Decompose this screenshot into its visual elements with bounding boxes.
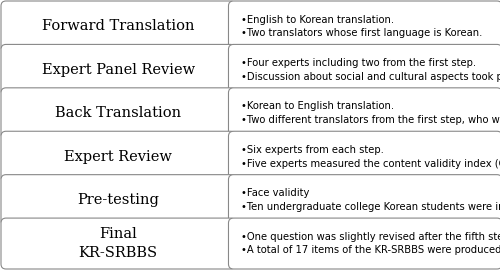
Text: •English to Korean translation.: •English to Korean translation. <box>242 15 394 25</box>
FancyBboxPatch shape <box>1 218 236 269</box>
Text: Final
KR-SRBBS: Final KR-SRBBS <box>78 227 158 260</box>
FancyBboxPatch shape <box>228 88 500 139</box>
FancyBboxPatch shape <box>1 175 236 225</box>
FancyBboxPatch shape <box>228 175 500 225</box>
FancyBboxPatch shape <box>1 45 236 95</box>
Text: •Face validity: •Face validity <box>242 188 310 198</box>
Text: •Five experts measured the content validity index (CVI), excluding the first aut: •Five experts measured the content valid… <box>242 159 500 169</box>
Text: Forward Translation: Forward Translation <box>42 19 194 33</box>
Text: •Korean to English translation.: •Korean to English translation. <box>242 101 394 111</box>
Text: Pre-testing: Pre-testing <box>78 193 159 207</box>
FancyBboxPatch shape <box>1 1 236 52</box>
FancyBboxPatch shape <box>1 88 236 139</box>
FancyBboxPatch shape <box>1 131 236 182</box>
Text: •Four experts including two from the first step.: •Four experts including two from the fir… <box>242 58 476 68</box>
FancyBboxPatch shape <box>228 1 500 52</box>
FancyBboxPatch shape <box>228 45 500 95</box>
Text: •Ten undergraduate college Korean students were involved.: •Ten undergraduate college Korean studen… <box>242 202 500 212</box>
FancyBboxPatch shape <box>228 218 500 269</box>
Text: Expert Review: Expert Review <box>64 150 172 164</box>
Text: •Two different translators from the first step, who were fluent in English.: •Two different translators from the firs… <box>242 115 500 125</box>
Text: •One question was slightly revised after the fifth step.: •One question was slightly revised after… <box>242 232 500 242</box>
FancyBboxPatch shape <box>228 131 500 182</box>
Text: Back Translation: Back Translation <box>55 106 182 120</box>
Text: •Six experts from each step.: •Six experts from each step. <box>242 145 384 155</box>
Text: •Two translators whose first language is Korean.: •Two translators whose first language is… <box>242 28 483 38</box>
Text: •A total of 17 items of the KR-SRBBS were produced.: •A total of 17 items of the KR-SRBBS wer… <box>242 245 500 255</box>
Text: Expert Panel Review: Expert Panel Review <box>42 63 195 77</box>
Text: •Discussion about social and cultural aspects took place.: •Discussion about social and cultural as… <box>242 72 500 82</box>
